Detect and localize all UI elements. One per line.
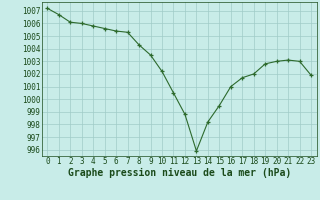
X-axis label: Graphe pression niveau de la mer (hPa): Graphe pression niveau de la mer (hPa): [68, 168, 291, 178]
